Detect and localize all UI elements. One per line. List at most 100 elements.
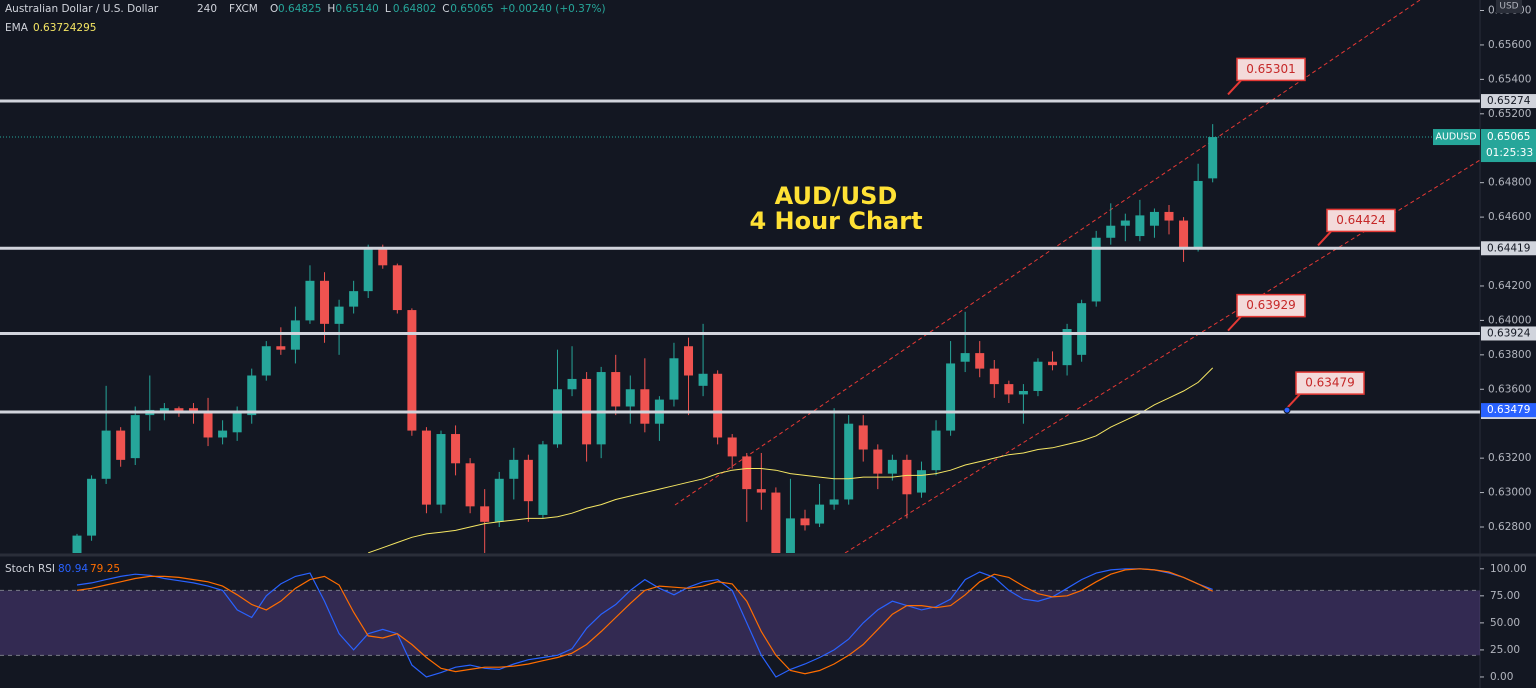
candle-body bbox=[669, 358, 679, 400]
candle-body bbox=[247, 375, 257, 416]
candle-body bbox=[946, 363, 956, 431]
candle-body bbox=[378, 248, 388, 266]
callout-box bbox=[1236, 57, 1306, 82]
countdown: 01:25:33 bbox=[1486, 147, 1533, 159]
interval: 240 bbox=[197, 3, 217, 15]
level-badge bbox=[1481, 94, 1536, 109]
ohlc-key: O bbox=[270, 3, 278, 15]
candle-body bbox=[174, 408, 184, 412]
channel-upper bbox=[674, 0, 1421, 506]
rsi-line bbox=[76, 568, 1213, 678]
callout-label: 0.64424 bbox=[1336, 213, 1386, 227]
y-tick-label: 0.64200 bbox=[1488, 280, 1531, 292]
candle-body bbox=[72, 535, 82, 553]
candle-body bbox=[218, 430, 228, 438]
ema-value: 0.63724295 bbox=[33, 22, 96, 34]
callout-anchor bbox=[1283, 406, 1291, 414]
y-tick-label: 0.64000 bbox=[1488, 314, 1531, 326]
ohlc-value: 0.65140 bbox=[335, 3, 378, 15]
header: Australian Dollar / U.S. Dollar 240 FXCM… bbox=[5, 0, 1522, 575]
callout-axis-label: 0.63479 bbox=[1487, 404, 1530, 416]
candle-body bbox=[130, 415, 140, 459]
candle-body bbox=[203, 413, 213, 438]
candle-body bbox=[1179, 220, 1189, 249]
candle-body bbox=[1077, 303, 1087, 355]
candle-body bbox=[1106, 225, 1116, 238]
level-label: 0.64419 bbox=[1487, 242, 1530, 254]
candle-body bbox=[363, 248, 373, 292]
candle-body bbox=[509, 459, 519, 479]
callout-box bbox=[1236, 293, 1306, 318]
callout-box bbox=[1295, 371, 1365, 395]
candle-body bbox=[116, 430, 126, 460]
candle-body bbox=[684, 346, 694, 376]
callout-arrow bbox=[1317, 230, 1332, 247]
candle-body bbox=[276, 346, 286, 350]
candle-body bbox=[567, 378, 577, 390]
candle-body bbox=[1164, 211, 1174, 221]
candle-body bbox=[1091, 237, 1101, 302]
currency-badge bbox=[1496, 0, 1522, 13]
rsi-tick-label: 100.00 bbox=[1490, 563, 1527, 575]
candle-body bbox=[727, 437, 737, 457]
rsi-tick-label: 50.00 bbox=[1490, 617, 1520, 629]
level-badge bbox=[1481, 326, 1536, 341]
y-tick-label: 0.63600 bbox=[1488, 383, 1531, 395]
rsi-pane bbox=[0, 568, 1480, 678]
candle-body bbox=[742, 456, 752, 490]
candle-body bbox=[713, 373, 723, 438]
y-tick-label: 0.65400 bbox=[1488, 73, 1531, 85]
candle-body bbox=[451, 434, 461, 464]
last-price-badge bbox=[1481, 129, 1536, 163]
candle-body bbox=[523, 459, 533, 502]
candle-body bbox=[1062, 329, 1072, 366]
candle-body bbox=[1193, 180, 1203, 249]
rsi-title: Stoch RSI bbox=[5, 563, 55, 575]
ohlc-key: C bbox=[442, 3, 449, 15]
callout-label: 0.65301 bbox=[1246, 62, 1296, 76]
candle-body bbox=[625, 389, 635, 407]
candle-body bbox=[902, 459, 912, 495]
callout-axis-badge bbox=[1481, 403, 1536, 418]
overlay: 0.62800 0.63000 0.63200 0.63600 0.63800 0.640… bbox=[1227, 5, 1536, 683]
candle-body bbox=[538, 444, 548, 515]
candle-body bbox=[916, 470, 926, 493]
candle-body bbox=[334, 306, 344, 324]
ohlc-value: 0.64802 bbox=[393, 3, 436, 15]
candle-body bbox=[611, 372, 621, 407]
candle-body bbox=[494, 478, 504, 522]
callout-arrow bbox=[1227, 79, 1242, 96]
candle-body bbox=[1149, 211, 1159, 226]
ema-name: EMA bbox=[5, 22, 29, 34]
rsi-tick-label: 0.00 bbox=[1490, 671, 1513, 683]
trend-channel bbox=[674, 0, 1480, 553]
rsi-d-value: 79.25 bbox=[90, 563, 120, 575]
candle-body bbox=[887, 459, 897, 474]
callout-label: 0.63929 bbox=[1246, 298, 1296, 312]
candle-body bbox=[989, 368, 999, 385]
exchange: FXCM bbox=[229, 3, 258, 15]
y-tick-label: 0.62800 bbox=[1488, 521, 1531, 533]
ema-line bbox=[368, 367, 1214, 553]
ohlc-value: +0.00240 (+0.37%) bbox=[500, 3, 606, 15]
ohlc-key: H bbox=[327, 3, 335, 15]
y-tick-label: 0.65600 bbox=[1488, 39, 1531, 51]
candle-body bbox=[421, 430, 431, 505]
candle-body bbox=[960, 353, 970, 362]
candle-body bbox=[305, 280, 315, 321]
rsi-line bbox=[76, 568, 1213, 675]
candle-body bbox=[349, 291, 359, 307]
y-tick-label: 0.64600 bbox=[1488, 211, 1531, 223]
rsi-tick-label: 25.00 bbox=[1490, 644, 1520, 656]
candle-body bbox=[320, 280, 330, 324]
y-tick-label: 0.63000 bbox=[1488, 487, 1531, 499]
callout-arrow bbox=[1286, 393, 1301, 409]
candle-body bbox=[771, 492, 781, 553]
candle-body bbox=[480, 506, 490, 522]
candle-body bbox=[290, 320, 300, 350]
candle-body bbox=[1208, 137, 1218, 179]
rsi-band bbox=[0, 590, 1480, 656]
candle-body bbox=[1135, 215, 1145, 237]
